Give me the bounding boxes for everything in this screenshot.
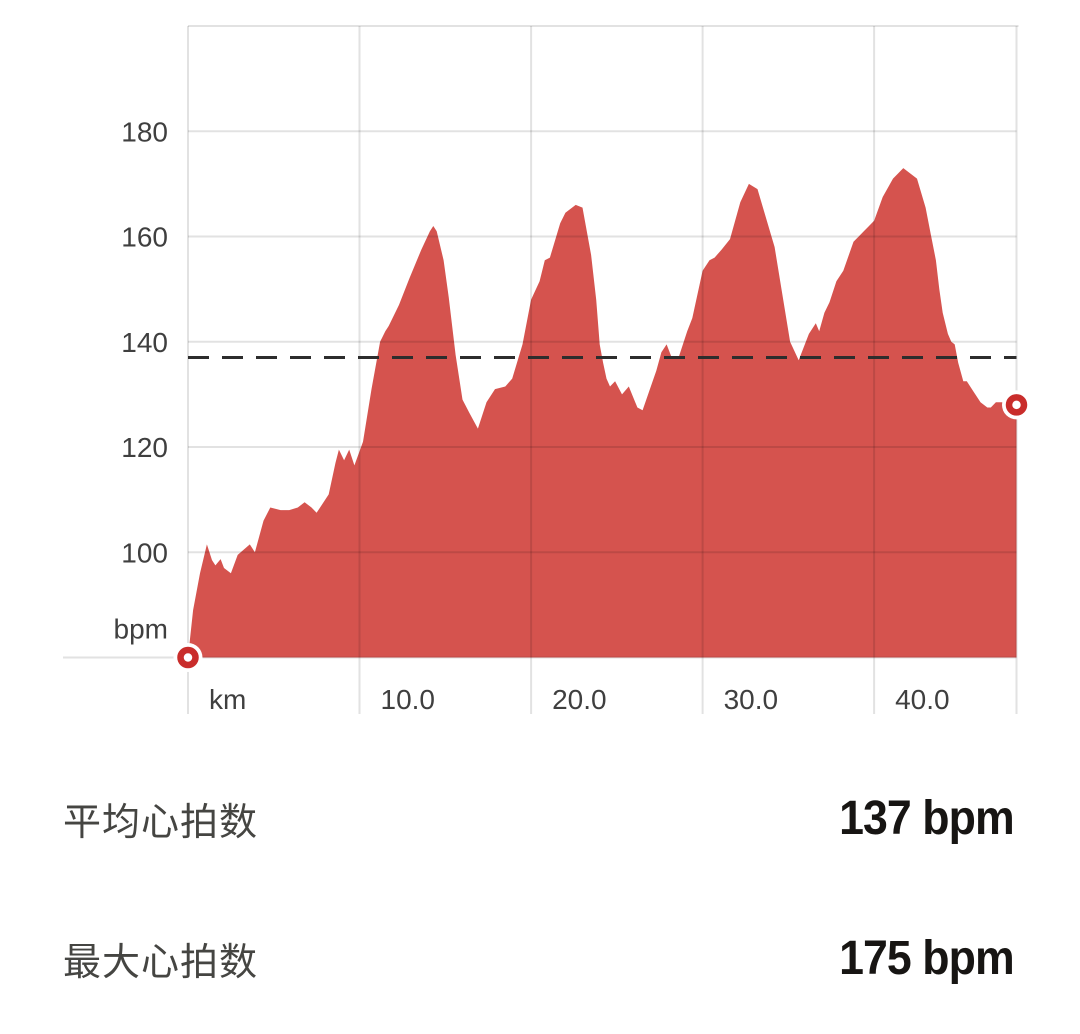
end-marker bbox=[1002, 390, 1031, 420]
svg-text:180: 180 bbox=[121, 116, 168, 147]
stat-row-max-heart-rate: 最大心拍数 175 bpm bbox=[63, 928, 1015, 988]
heart-rate-chart: 100 120 140 160 180 bpm km 10.0 20.0 30.0 40.0 bbox=[63, 25, 1031, 715]
y-axis-unit-label: bpm bbox=[114, 614, 168, 645]
heart-rate-area bbox=[188, 168, 1017, 658]
stat-row-average-heart-rate: 平均心拍数 137 bpm bbox=[63, 788, 1015, 848]
y-axis-labels: 100 120 140 160 180 bpm bbox=[114, 116, 168, 644]
svg-text:km: km bbox=[209, 684, 246, 715]
svg-text:10.0: 10.0 bbox=[381, 684, 436, 715]
max-heart-rate-value: 175 bpm bbox=[839, 931, 1015, 985]
max-heart-rate-label: 最大心拍数 bbox=[63, 941, 259, 984]
heart-rate-stats: 平均心拍数 137 bpm 最大心拍数 175 bpm bbox=[0, 788, 1080, 988]
svg-text:120: 120 bbox=[121, 432, 168, 463]
svg-text:100: 100 bbox=[121, 537, 168, 568]
svg-text:20.0: 20.0 bbox=[552, 684, 607, 715]
svg-text:140: 140 bbox=[121, 327, 168, 358]
svg-text:30.0: 30.0 bbox=[724, 684, 779, 715]
average-heart-rate-value: 137 bpm bbox=[839, 791, 1015, 845]
svg-text:160: 160 bbox=[121, 222, 168, 253]
start-marker bbox=[173, 643, 203, 672]
gridlines bbox=[63, 25, 1019, 714]
average-heart-rate-label: 平均心拍数 bbox=[63, 801, 259, 844]
svg-text:40.0: 40.0 bbox=[895, 684, 950, 715]
x-axis-labels: km 10.0 20.0 30.0 40.0 bbox=[209, 684, 950, 715]
